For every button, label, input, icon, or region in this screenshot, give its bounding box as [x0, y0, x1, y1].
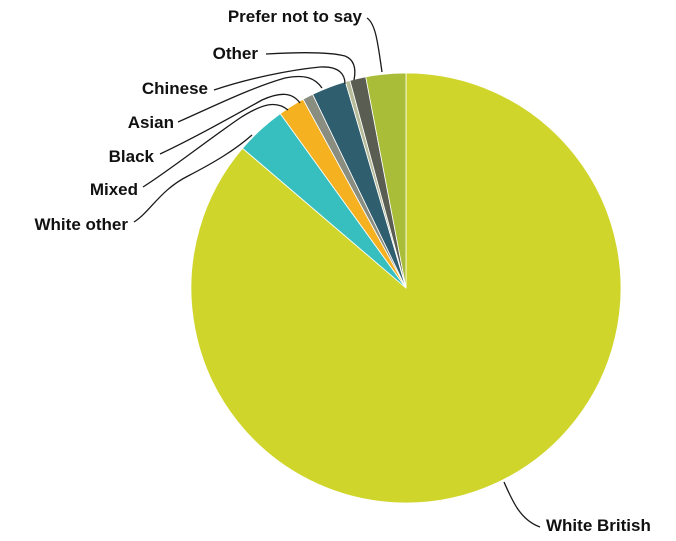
label-black: Black [109, 147, 155, 166]
label-white-british: White British [546, 516, 651, 535]
label-chinese: Chinese [142, 79, 208, 98]
leader-white-british [504, 482, 540, 527]
label-white-other: White other [35, 215, 129, 234]
label-other: Other [213, 44, 259, 63]
label-asian: Asian [128, 113, 174, 132]
label-prefer-not-to-say: Prefer not to say [228, 7, 363, 26]
leader-prefer-not-to-say [367, 18, 382, 72]
label-mixed: Mixed [90, 180, 138, 199]
leader-other [266, 53, 355, 80]
pie-slices [191, 73, 621, 503]
leader-chinese [214, 67, 345, 90]
